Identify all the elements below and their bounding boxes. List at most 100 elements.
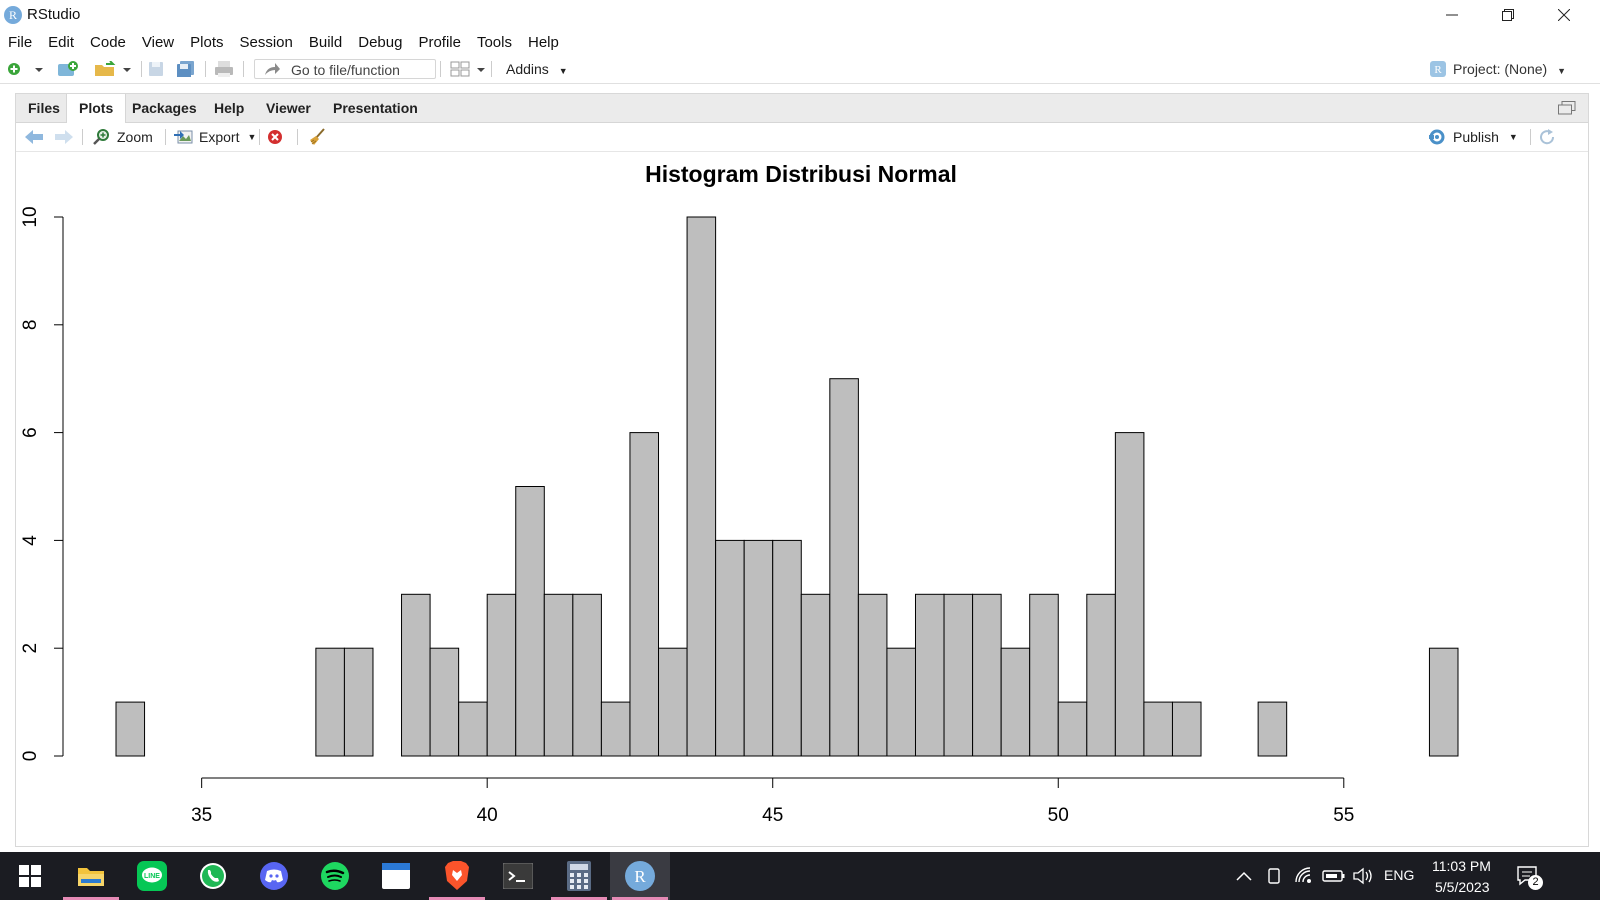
new-project-icon[interactable] <box>57 61 81 77</box>
taskbar-calculator[interactable] <box>549 852 609 900</box>
chevron-down-icon[interactable] <box>477 61 485 77</box>
menu-build[interactable]: Build <box>308 33 343 51</box>
volume-icon[interactable] <box>1352 866 1374 886</box>
rstudio-icon: R <box>625 861 655 891</box>
toolbar-divider <box>297 129 298 145</box>
print-icon[interactable] <box>214 61 234 77</box>
project-menu[interactable]: R Project: (None) ▼ <box>1430 61 1566 77</box>
goto-file-input[interactable]: Go to file/function <box>254 59 436 79</box>
goto-arrow-icon <box>265 63 280 75</box>
close-icon <box>1558 9 1570 21</box>
taskbar-file-explorer[interactable] <box>61 852 121 900</box>
running-indicator <box>429 897 485 900</box>
minimize-icon <box>1446 14 1458 16</box>
histogram-bar <box>401 593 431 757</box>
save-all-icon[interactable] <box>176 61 196 77</box>
taskbar-whatsapp[interactable] <box>183 852 243 900</box>
taskbar-rstudio[interactable]: R <box>610 852 670 900</box>
remove-plot-icon[interactable] <box>267 129 283 145</box>
x-axis: 35 40 45 50 55 <box>191 777 1354 826</box>
maximize-pane-icon[interactable] <box>1558 101 1576 115</box>
histogram-bar <box>572 593 602 757</box>
start-button[interactable] <box>0 852 60 900</box>
goto-placeholder: Go to file/function <box>291 62 400 78</box>
y-tick-label: 6 <box>20 427 41 438</box>
taskbar-discord[interactable] <box>244 852 304 900</box>
menu-plots[interactable]: Plots <box>190 33 224 51</box>
open-folder-icon[interactable] <box>94 61 118 77</box>
tab-presentation[interactable]: Presentation <box>333 100 418 116</box>
histogram-bar <box>743 539 774 757</box>
notification-center-button[interactable]: 2 <box>1516 865 1543 890</box>
menu-tools[interactable]: Tools <box>476 33 512 51</box>
device-icon[interactable] <box>1266 866 1284 886</box>
publish-label: Publish <box>1453 129 1499 145</box>
x-tick-label: 55 <box>1333 805 1354 826</box>
histogram-bar <box>686 216 717 757</box>
menu-edit[interactable]: Edit <box>48 33 75 51</box>
menu-profile[interactable]: Profile <box>418 33 461 51</box>
close-button[interactable] <box>1536 0 1592 30</box>
zoom-button[interactable]: Zoom <box>92 128 153 146</box>
y-axis: 0 2 4 6 8 10 <box>20 206 64 761</box>
tab-viewer[interactable]: Viewer <box>266 100 311 116</box>
publish-button[interactable]: Publish ▼ <box>1428 128 1518 146</box>
histogram-bar <box>343 647 374 757</box>
histogram-bar <box>1257 701 1288 757</box>
zoom-label: Zoom <box>117 129 153 145</box>
battery-icon[interactable] <box>1322 868 1346 884</box>
toolbar-divider <box>243 61 244 77</box>
save-icon[interactable] <box>148 61 164 77</box>
broom-icon[interactable] <box>307 127 327 147</box>
language-indicator[interactable]: ENG <box>1384 867 1415 883</box>
menu-view[interactable]: View <box>141 33 175 51</box>
taskbar-spotify[interactable] <box>305 852 365 900</box>
windows-taskbar: LINE R ENG 11:03 PM 5/5/2023 2 <box>0 852 1600 900</box>
taskbar-terminal[interactable] <box>488 852 548 900</box>
histogram-bar <box>1029 593 1059 757</box>
x-tick-label: 40 <box>477 805 498 826</box>
new-file-icon[interactable] <box>6 61 22 77</box>
tab-files[interactable]: Files <box>28 100 60 116</box>
menu-code[interactable]: Code <box>90 33 126 51</box>
calculator-icon <box>567 861 591 891</box>
menu-help[interactable]: Help <box>528 33 559 51</box>
y-tick-label: 2 <box>20 643 41 654</box>
addins-menu[interactable]: Addins ▼ <box>506 61 568 77</box>
x-tick-label: 50 <box>1048 805 1069 826</box>
taskbar-brave[interactable] <box>427 852 487 900</box>
chevron-down-icon[interactable] <box>123 61 131 77</box>
tab-packages[interactable]: Packages <box>132 100 197 116</box>
taskbar-line[interactable]: LINE <box>122 852 182 900</box>
clock-date[interactable]: 5/5/2023 <box>1435 879 1490 895</box>
forward-arrow-icon[interactable] <box>54 129 74 145</box>
taskbar-notepad[interactable] <box>366 852 426 900</box>
restore-button[interactable] <box>1480 0 1536 30</box>
wifi-icon[interactable] <box>1294 866 1316 886</box>
refresh-icon[interactable] <box>1538 128 1556 146</box>
chevron-down-icon: ▼ <box>1508 132 1518 142</box>
chevron-down-icon: ▼ <box>1557 66 1566 76</box>
export-label: Export <box>199 129 240 145</box>
back-arrow-icon[interactable] <box>24 129 44 145</box>
minimize-button[interactable] <box>1424 0 1480 30</box>
menu-session[interactable]: Session <box>239 33 293 51</box>
file-explorer-icon <box>78 868 104 886</box>
clock-time[interactable]: 11:03 PM <box>1432 858 1491 874</box>
histogram-bar <box>1143 701 1173 757</box>
histogram-bar <box>600 701 631 757</box>
menu-file[interactable]: File <box>8 33 33 51</box>
chart-title: Histogram Distribusi Normal <box>645 161 957 187</box>
grid-layout-icon[interactable] <box>450 61 470 77</box>
svg-text:LINE: LINE <box>144 873 160 880</box>
tab-plots[interactable]: Plots <box>66 94 127 123</box>
chevron-down-icon[interactable] <box>35 61 43 77</box>
project-label: Project: (None) <box>1453 61 1548 77</box>
line-icon: LINE <box>137 861 167 891</box>
menu-debug[interactable]: Debug <box>358 33 403 51</box>
chevron-up-icon[interactable] <box>1236 870 1252 882</box>
export-button[interactable]: Export ▼ <box>174 128 256 146</box>
rstudio-logo-icon: R <box>4 6 22 24</box>
tab-help[interactable]: Help <box>214 100 245 116</box>
chevron-down-icon: ▼ <box>247 132 257 142</box>
